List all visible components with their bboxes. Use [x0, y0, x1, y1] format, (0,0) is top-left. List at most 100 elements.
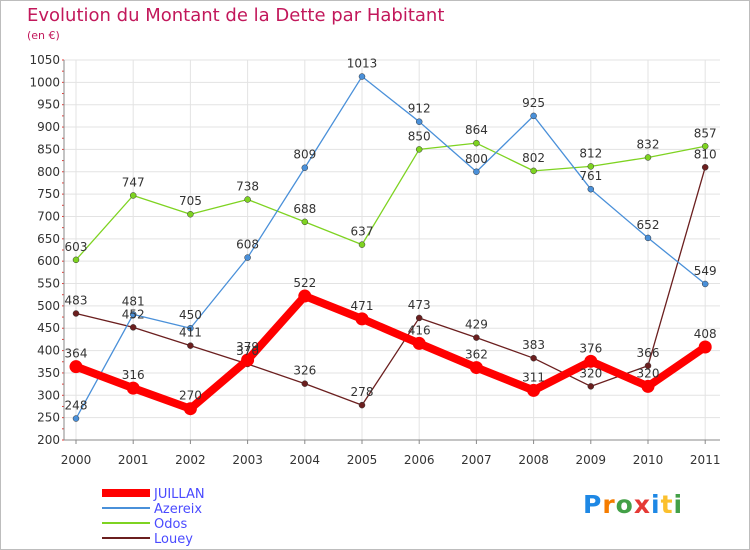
data-point-louey	[530, 354, 537, 362]
y-tick-label: 1000	[29, 75, 60, 89]
x-tick-label: 2011	[690, 453, 721, 467]
data-label-juillan: 316	[122, 368, 145, 382]
data-label-azereix: 925	[522, 96, 545, 110]
data-point-louey	[587, 383, 595, 390]
data-label-azereix: 1013	[347, 57, 378, 71]
data-label-odos: 688	[293, 202, 316, 216]
y-tick-label: 450	[37, 321, 60, 335]
data-label-juillan: 311	[522, 370, 545, 384]
data-point-louey	[129, 324, 137, 331]
data-point-azereix	[187, 324, 194, 332]
data-label-azereix: 761	[579, 169, 602, 183]
y-tick-label: 900	[37, 120, 60, 134]
y-tick-label: 700	[37, 209, 60, 223]
data-point-azereix	[358, 73, 366, 80]
data-point-azereix	[587, 185, 595, 193]
x-tick-label: 2003	[232, 453, 263, 467]
legend-label-azereix: Azereix	[154, 502, 202, 517]
data-label-odos: 850	[408, 129, 431, 143]
data-label-louey: 320	[579, 366, 602, 380]
y-tick-label: 500	[37, 299, 60, 313]
data-label-azereix: 652	[637, 218, 660, 232]
data-label-odos: 603	[65, 240, 88, 254]
data-label-louey: 429	[465, 318, 488, 332]
data-label-juillan: 376	[579, 341, 602, 355]
data-label-azereix: 481	[122, 294, 145, 308]
data-point-azereix	[530, 112, 537, 120]
data-label-louey: 383	[522, 338, 545, 352]
data-label-azereix: 450	[179, 308, 202, 322]
data-point-juillan	[355, 312, 369, 326]
data-label-odos: 802	[522, 151, 545, 165]
y-tick-label: 950	[37, 98, 60, 112]
chart-title: Evolution du Montant de la Dette par Hab…	[27, 5, 445, 26]
data-point-louey	[187, 342, 194, 349]
x-tick-label: 2008	[518, 453, 549, 467]
legend-label-louey: Louey	[154, 532, 193, 547]
data-point-odos	[473, 139, 480, 147]
data-label-odos: 637	[351, 225, 374, 239]
data-label-odos: 857	[694, 126, 717, 140]
x-tick-label: 2005	[347, 453, 378, 467]
data-point-odos	[644, 154, 652, 161]
data-point-odos	[701, 143, 709, 150]
data-label-odos: 832	[637, 137, 660, 151]
legend-label-odos: Odos	[154, 517, 187, 532]
data-label-odos: 705	[179, 194, 202, 208]
data-point-azereix	[415, 118, 423, 125]
data-point-juillan	[584, 354, 598, 368]
data-label-juillan: 471	[351, 299, 374, 313]
plot-area	[64, 60, 720, 440]
data-label-odos: 864	[465, 123, 488, 137]
data-point-azereix	[301, 164, 309, 171]
y-tick-label: 400	[37, 344, 60, 358]
data-point-azereix	[72, 415, 80, 422]
logo-letter: x	[633, 490, 651, 519]
y-tick-label: 850	[37, 142, 60, 156]
data-point-azereix	[244, 254, 251, 261]
data-point-juillan	[641, 379, 655, 393]
data-label-juillan: 522	[293, 276, 316, 290]
data-label-azereix: 549	[694, 264, 717, 278]
data-point-louey	[473, 334, 480, 341]
data-point-odos	[587, 163, 595, 170]
legend-label-juillan: JUILLAN	[153, 487, 205, 502]
x-tick-label: 2000	[61, 453, 92, 467]
x-tick-label: 2006	[404, 453, 435, 467]
data-point-juillan	[126, 381, 140, 395]
y-tick-label: 1050	[29, 53, 60, 67]
data-label-juillan: 270	[179, 389, 202, 403]
data-label-louey: 278	[351, 385, 374, 399]
logo-letter: t	[660, 490, 674, 519]
logo-letter: r	[602, 490, 616, 519]
data-point-louey	[644, 362, 652, 370]
data-label-azereix: 608	[236, 238, 259, 252]
logo-letter: o	[615, 490, 634, 519]
logo-letter: P	[583, 490, 603, 519]
logo-letter: i	[673, 490, 684, 519]
y-tick-label: 300	[37, 388, 60, 402]
data-label-azereix: 809	[293, 148, 316, 162]
data-point-odos	[187, 210, 194, 218]
series-line-odos	[75, 142, 706, 261]
data-point-azereix	[701, 280, 709, 288]
data-point-juillan	[698, 340, 712, 354]
data-label-azereix: 248	[65, 399, 88, 413]
data-point-louey	[358, 401, 366, 409]
series-line-louey	[75, 166, 706, 406]
y-tick-label: 650	[37, 232, 60, 246]
data-point-odos	[129, 192, 137, 199]
data-point-odos	[301, 218, 309, 226]
x-tick-label: 2002	[175, 453, 206, 467]
data-label-juillan: 362	[465, 348, 488, 362]
data-label-louey: 810	[694, 147, 717, 161]
data-point-odos	[244, 196, 251, 203]
y-tick-label: 200	[37, 433, 60, 447]
data-label-louey: 366	[637, 346, 660, 360]
chart-unit-label: (en €)	[27, 29, 60, 42]
data-label-odos: 738	[236, 179, 259, 193]
data-label-juillan: 320	[637, 366, 660, 380]
data-point-juillan	[241, 353, 255, 367]
data-point-louey	[301, 380, 309, 387]
